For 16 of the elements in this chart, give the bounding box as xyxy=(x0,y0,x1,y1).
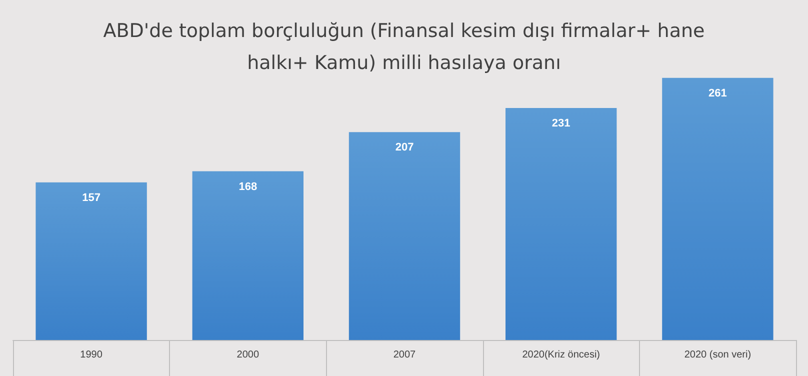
chart-title: ABD'de toplam borçluluğun (Finansal kesim dışı firmalar+ hane halkı+ Kamu) milli hasılaya oranı xyxy=(103,20,705,74)
bar xyxy=(36,182,147,340)
bar xyxy=(506,108,617,340)
x-tick-label: 2007 xyxy=(393,350,416,360)
data-label: 207 xyxy=(395,142,414,154)
data-label: 157 xyxy=(82,192,100,204)
x-tick-label: 2020(Kriz öncesi) xyxy=(522,350,600,360)
bar xyxy=(348,132,460,340)
data-label: 168 xyxy=(238,180,258,193)
x-tick-label: 1990 xyxy=(80,350,103,360)
x-tick-label: 2000 xyxy=(236,350,260,360)
x-tick-label: 2020 (son veri) xyxy=(684,350,752,360)
bar xyxy=(662,78,774,340)
bar xyxy=(192,171,304,340)
data-label: 231 xyxy=(552,117,570,130)
data-label: 261 xyxy=(708,87,727,100)
